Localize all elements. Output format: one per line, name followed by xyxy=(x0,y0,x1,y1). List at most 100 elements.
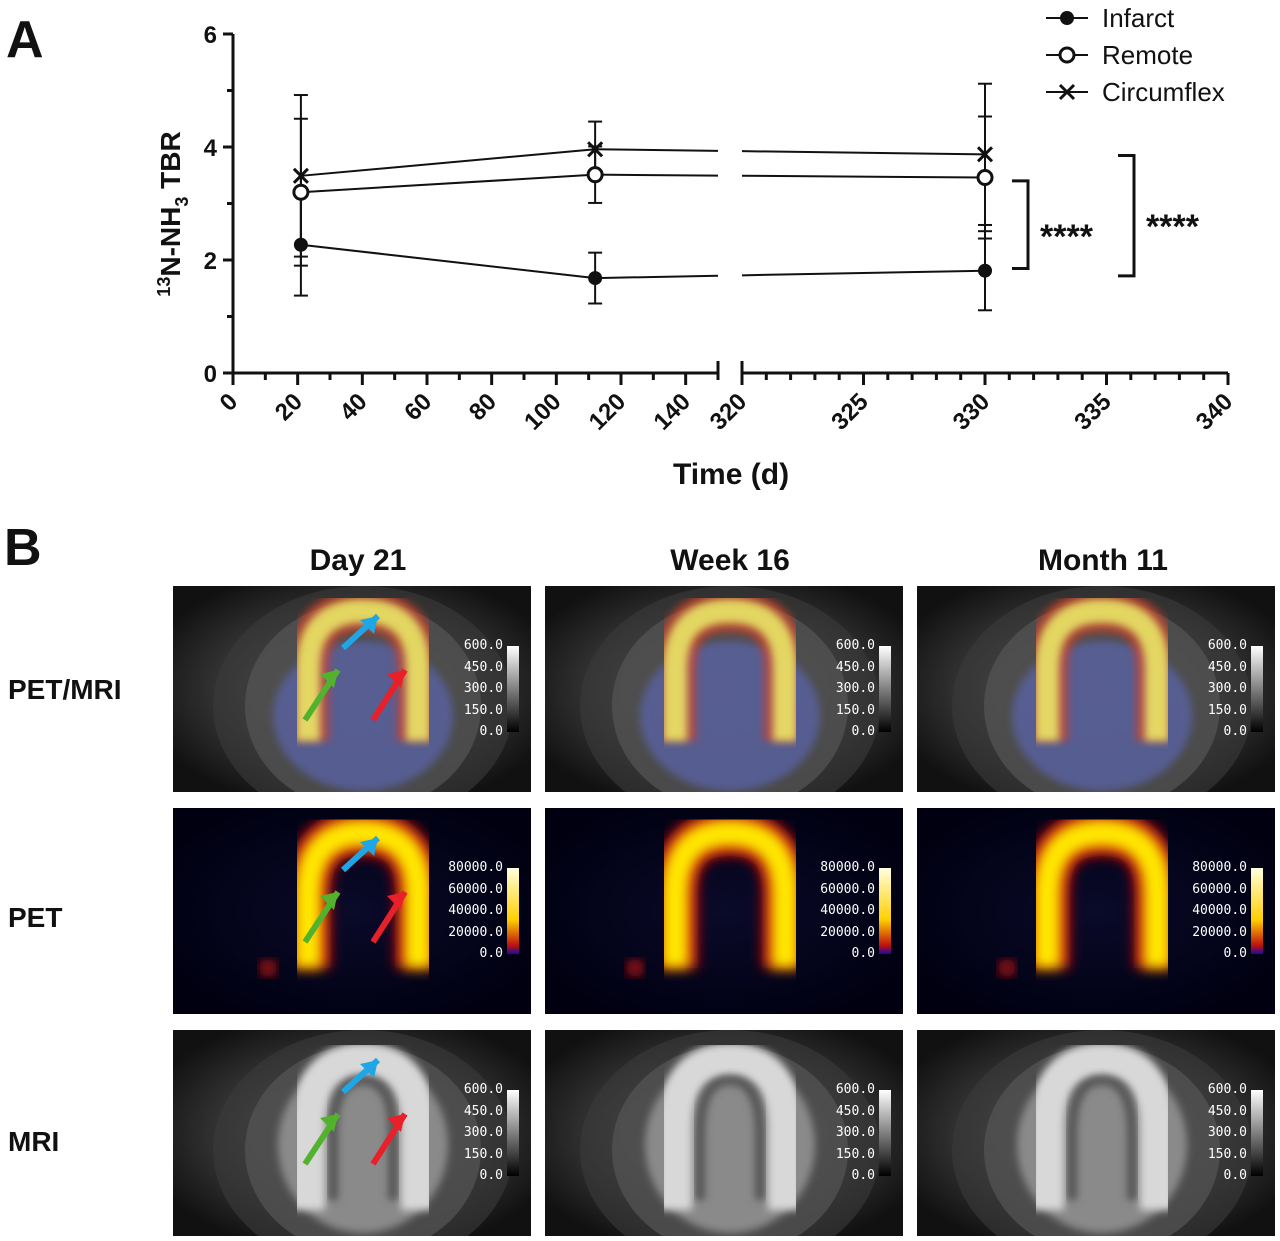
image-pet-month-11: 80000.0 60000.0 40000.0 20000.0 0.0 xyxy=(917,808,1275,1014)
scale-label: 0.0 xyxy=(1223,724,1247,739)
blue-arrow-icon xyxy=(340,613,381,651)
x-tick-label: 0 xyxy=(215,388,244,417)
image-mri-week-16: 600.0 450.0 300.0 150.0 0.0 xyxy=(545,1030,903,1236)
scale-label: 150.0 xyxy=(835,1146,875,1162)
colorbar xyxy=(879,868,891,954)
legend-marker xyxy=(1060,11,1074,25)
data-point-circumflex xyxy=(587,141,604,158)
scale-label: 80000.0 xyxy=(820,860,875,875)
green-arrow-icon xyxy=(302,668,341,722)
image-pet-week-16: 80000.0 60000.0 40000.0 20000.0 0.0 xyxy=(545,808,903,1014)
colorbar xyxy=(1251,646,1263,732)
x-tick-label: 140 xyxy=(649,388,696,435)
image-mri-month-11: 600.0 450.0 300.0 150.0 0.0 xyxy=(917,1030,1275,1236)
scale-label: 0.0 xyxy=(479,724,503,739)
legend-marker xyxy=(1058,46,1076,64)
red-arrow-icon xyxy=(370,1112,408,1166)
scale-label: 150.0 xyxy=(835,702,875,718)
series-line-infarct xyxy=(300,243,596,280)
significance-label: **** xyxy=(1040,218,1094,256)
scale-label: 0.0 xyxy=(851,724,875,739)
blue-arrow-icon xyxy=(340,1057,381,1095)
scale-label: 600.0 xyxy=(1207,638,1247,653)
scale-label: 0.0 xyxy=(851,1168,875,1183)
data-point-remote xyxy=(586,166,604,184)
row-label-pet: PET xyxy=(8,902,63,933)
red-arrow-icon xyxy=(370,890,408,944)
scale-label: 40000.0 xyxy=(1192,903,1247,918)
scale-label: 600.0 xyxy=(835,638,875,653)
image-pet-mri-week-16: 600.0 450.0 300.0 150.0 0.0 xyxy=(545,586,903,792)
scale-label: 40000.0 xyxy=(448,903,503,918)
x-tick-label: 320 xyxy=(705,388,752,435)
scale-label: 60000.0 xyxy=(1192,881,1247,897)
scale-label: 150.0 xyxy=(1207,702,1247,718)
series-line-remote xyxy=(595,173,719,177)
scale-label: 300.0 xyxy=(1207,1125,1247,1140)
series-line-circumflex xyxy=(741,150,986,156)
scale-label: 80000.0 xyxy=(448,860,503,875)
data-point-circumflex xyxy=(292,167,309,184)
green-arrow-icon xyxy=(302,1112,341,1166)
data-point-infarct xyxy=(293,237,308,252)
x-tick-label: 20 xyxy=(270,388,308,426)
x-tick-label: 330 xyxy=(948,388,995,435)
significance-bracket xyxy=(1012,179,1030,270)
data-point-infarct xyxy=(588,271,603,286)
x-tick-label: 40 xyxy=(335,388,373,426)
scale-label: 600.0 xyxy=(463,1082,503,1097)
x-tick-label: 80 xyxy=(464,388,502,426)
scale-label: 450.0 xyxy=(1207,659,1247,675)
x-tick-label: 325 xyxy=(826,388,873,435)
scale-label: 450.0 xyxy=(463,659,503,675)
x-tick-label: 335 xyxy=(1069,388,1116,435)
scale-label: 80000.0 xyxy=(1192,860,1247,875)
scale-label: 600.0 xyxy=(463,638,503,653)
significance-label: **** xyxy=(1146,208,1200,246)
scale-label: 0.0 xyxy=(479,946,503,961)
image-pet-mri-month-11: 600.0 450.0 300.0 150.0 0.0 xyxy=(917,586,1275,792)
red-arrow-icon xyxy=(370,668,408,722)
colorbar xyxy=(507,868,519,954)
scale-label: 0.0 xyxy=(851,946,875,961)
y-tick-label: 0 xyxy=(204,361,217,388)
x-axis-label: Time (d) xyxy=(673,458,789,491)
scale-label: 150.0 xyxy=(463,1146,503,1162)
row-label-mri: MRI xyxy=(8,1126,60,1157)
scale-label: 300.0 xyxy=(835,681,875,696)
legend-marker xyxy=(1058,83,1076,101)
colorbar xyxy=(1251,1090,1263,1176)
scale-label: 0.0 xyxy=(1223,946,1247,961)
data-point-infarct xyxy=(978,263,992,278)
scale-label: 20000.0 xyxy=(820,924,875,940)
scale-label: 300.0 xyxy=(463,681,503,696)
scale-label: 20000.0 xyxy=(448,924,503,940)
image-pet-mri-day-21: 600.0 450.0 300.0 150.0 0.0 xyxy=(173,586,531,792)
green-arrow-icon xyxy=(302,890,341,944)
scale-label: 40000.0 xyxy=(820,903,875,918)
legend-label: Remote xyxy=(1102,40,1193,70)
series-line-circumflex xyxy=(300,148,596,177)
image-pet-day-21: 80000.0 60000.0 40000.0 20000.0 0.0 xyxy=(173,808,531,1014)
y-tick-label: 4 xyxy=(204,135,218,162)
colorbar xyxy=(507,1090,519,1176)
column-title-month-11: Month 11 xyxy=(1037,544,1168,577)
y-axis-label: 13N-NH3 TBR xyxy=(154,131,192,296)
image-mri-day-21: 600.0 450.0 300.0 150.0 0.0 xyxy=(173,1030,531,1236)
series-line-infarct xyxy=(741,269,986,277)
y-tick-label: 6 xyxy=(204,22,217,49)
colorbar xyxy=(879,646,891,732)
colorbar xyxy=(507,646,519,732)
scale-label: 450.0 xyxy=(835,1103,875,1119)
legend-label: Circumflex xyxy=(1102,77,1225,107)
legend-label: Infarct xyxy=(1102,3,1175,33)
data-point-circumflex xyxy=(976,146,994,163)
scale-label: 150.0 xyxy=(463,702,503,718)
scale-label: 0.0 xyxy=(1223,1168,1247,1183)
row-label-pet-mri: PET/MRI xyxy=(8,674,122,705)
scale-label: 60000.0 xyxy=(820,881,875,897)
panel-b-letter: B xyxy=(4,519,42,577)
scale-label: 150.0 xyxy=(1207,1146,1247,1162)
series-line-circumflex xyxy=(595,148,719,152)
